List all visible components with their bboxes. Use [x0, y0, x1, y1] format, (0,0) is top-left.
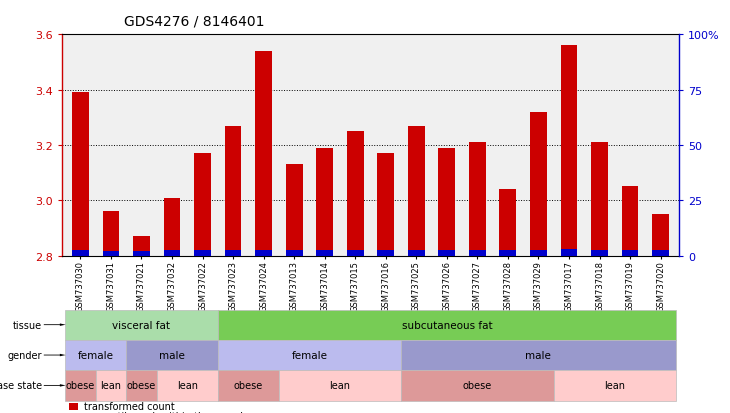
- Bar: [591, 250, 608, 256]
- Bar: [225, 126, 242, 256]
- Text: obese: obese: [127, 380, 156, 390]
- Bar: [285, 165, 302, 256]
- Bar: [652, 215, 669, 256]
- Text: lean: lean: [329, 380, 350, 390]
- Bar: [225, 250, 242, 256]
- Text: gender: gender: [8, 350, 42, 360]
- Text: male: male: [159, 350, 185, 360]
- Text: female: female: [291, 350, 327, 360]
- Text: female: female: [77, 350, 114, 360]
- Text: male: male: [526, 350, 551, 360]
- Bar: [439, 250, 456, 256]
- Bar: [530, 250, 547, 256]
- Bar: [377, 154, 394, 256]
- Text: obese: obese: [463, 380, 492, 390]
- Bar: [469, 143, 485, 256]
- Bar: [499, 250, 516, 256]
- Bar: [561, 46, 577, 256]
- Bar: [194, 250, 211, 256]
- Bar: [347, 132, 364, 256]
- Bar: [316, 148, 333, 256]
- Text: lean: lean: [177, 380, 198, 390]
- Bar: [72, 93, 89, 256]
- Text: lean: lean: [604, 380, 626, 390]
- Text: percentile rank within the sample: percentile rank within the sample: [84, 411, 249, 413]
- Text: GDS4276 / 8146401: GDS4276 / 8146401: [124, 14, 264, 28]
- Text: subcutaneous fat: subcutaneous fat: [402, 320, 492, 330]
- Bar: [499, 190, 516, 256]
- Bar: [194, 154, 211, 256]
- Text: lean: lean: [101, 380, 121, 390]
- Bar: [102, 251, 119, 256]
- Bar: [255, 250, 272, 256]
- Bar: [285, 250, 302, 256]
- Text: visceral fat: visceral fat: [112, 320, 170, 330]
- Bar: [377, 250, 394, 256]
- Bar: [316, 250, 333, 256]
- Text: obese: obese: [234, 380, 263, 390]
- Bar: [72, 250, 89, 256]
- Text: transformed count: transformed count: [84, 401, 174, 411]
- Bar: [591, 143, 608, 256]
- Bar: [347, 250, 364, 256]
- Text: obese: obese: [66, 380, 95, 390]
- Bar: [469, 250, 485, 256]
- Bar: [164, 198, 180, 256]
- Bar: [408, 126, 425, 256]
- Text: disease state: disease state: [0, 380, 42, 390]
- Bar: [622, 250, 639, 256]
- Bar: [530, 112, 547, 256]
- Bar: [102, 212, 119, 256]
- Bar: [652, 250, 669, 256]
- Bar: [622, 187, 639, 256]
- Bar: [255, 52, 272, 256]
- Bar: [133, 251, 150, 256]
- Text: tissue: tissue: [13, 320, 42, 330]
- Bar: [133, 237, 150, 256]
- Bar: [439, 148, 456, 256]
- Bar: [561, 249, 577, 256]
- Bar: [408, 250, 425, 256]
- Bar: [164, 251, 180, 256]
